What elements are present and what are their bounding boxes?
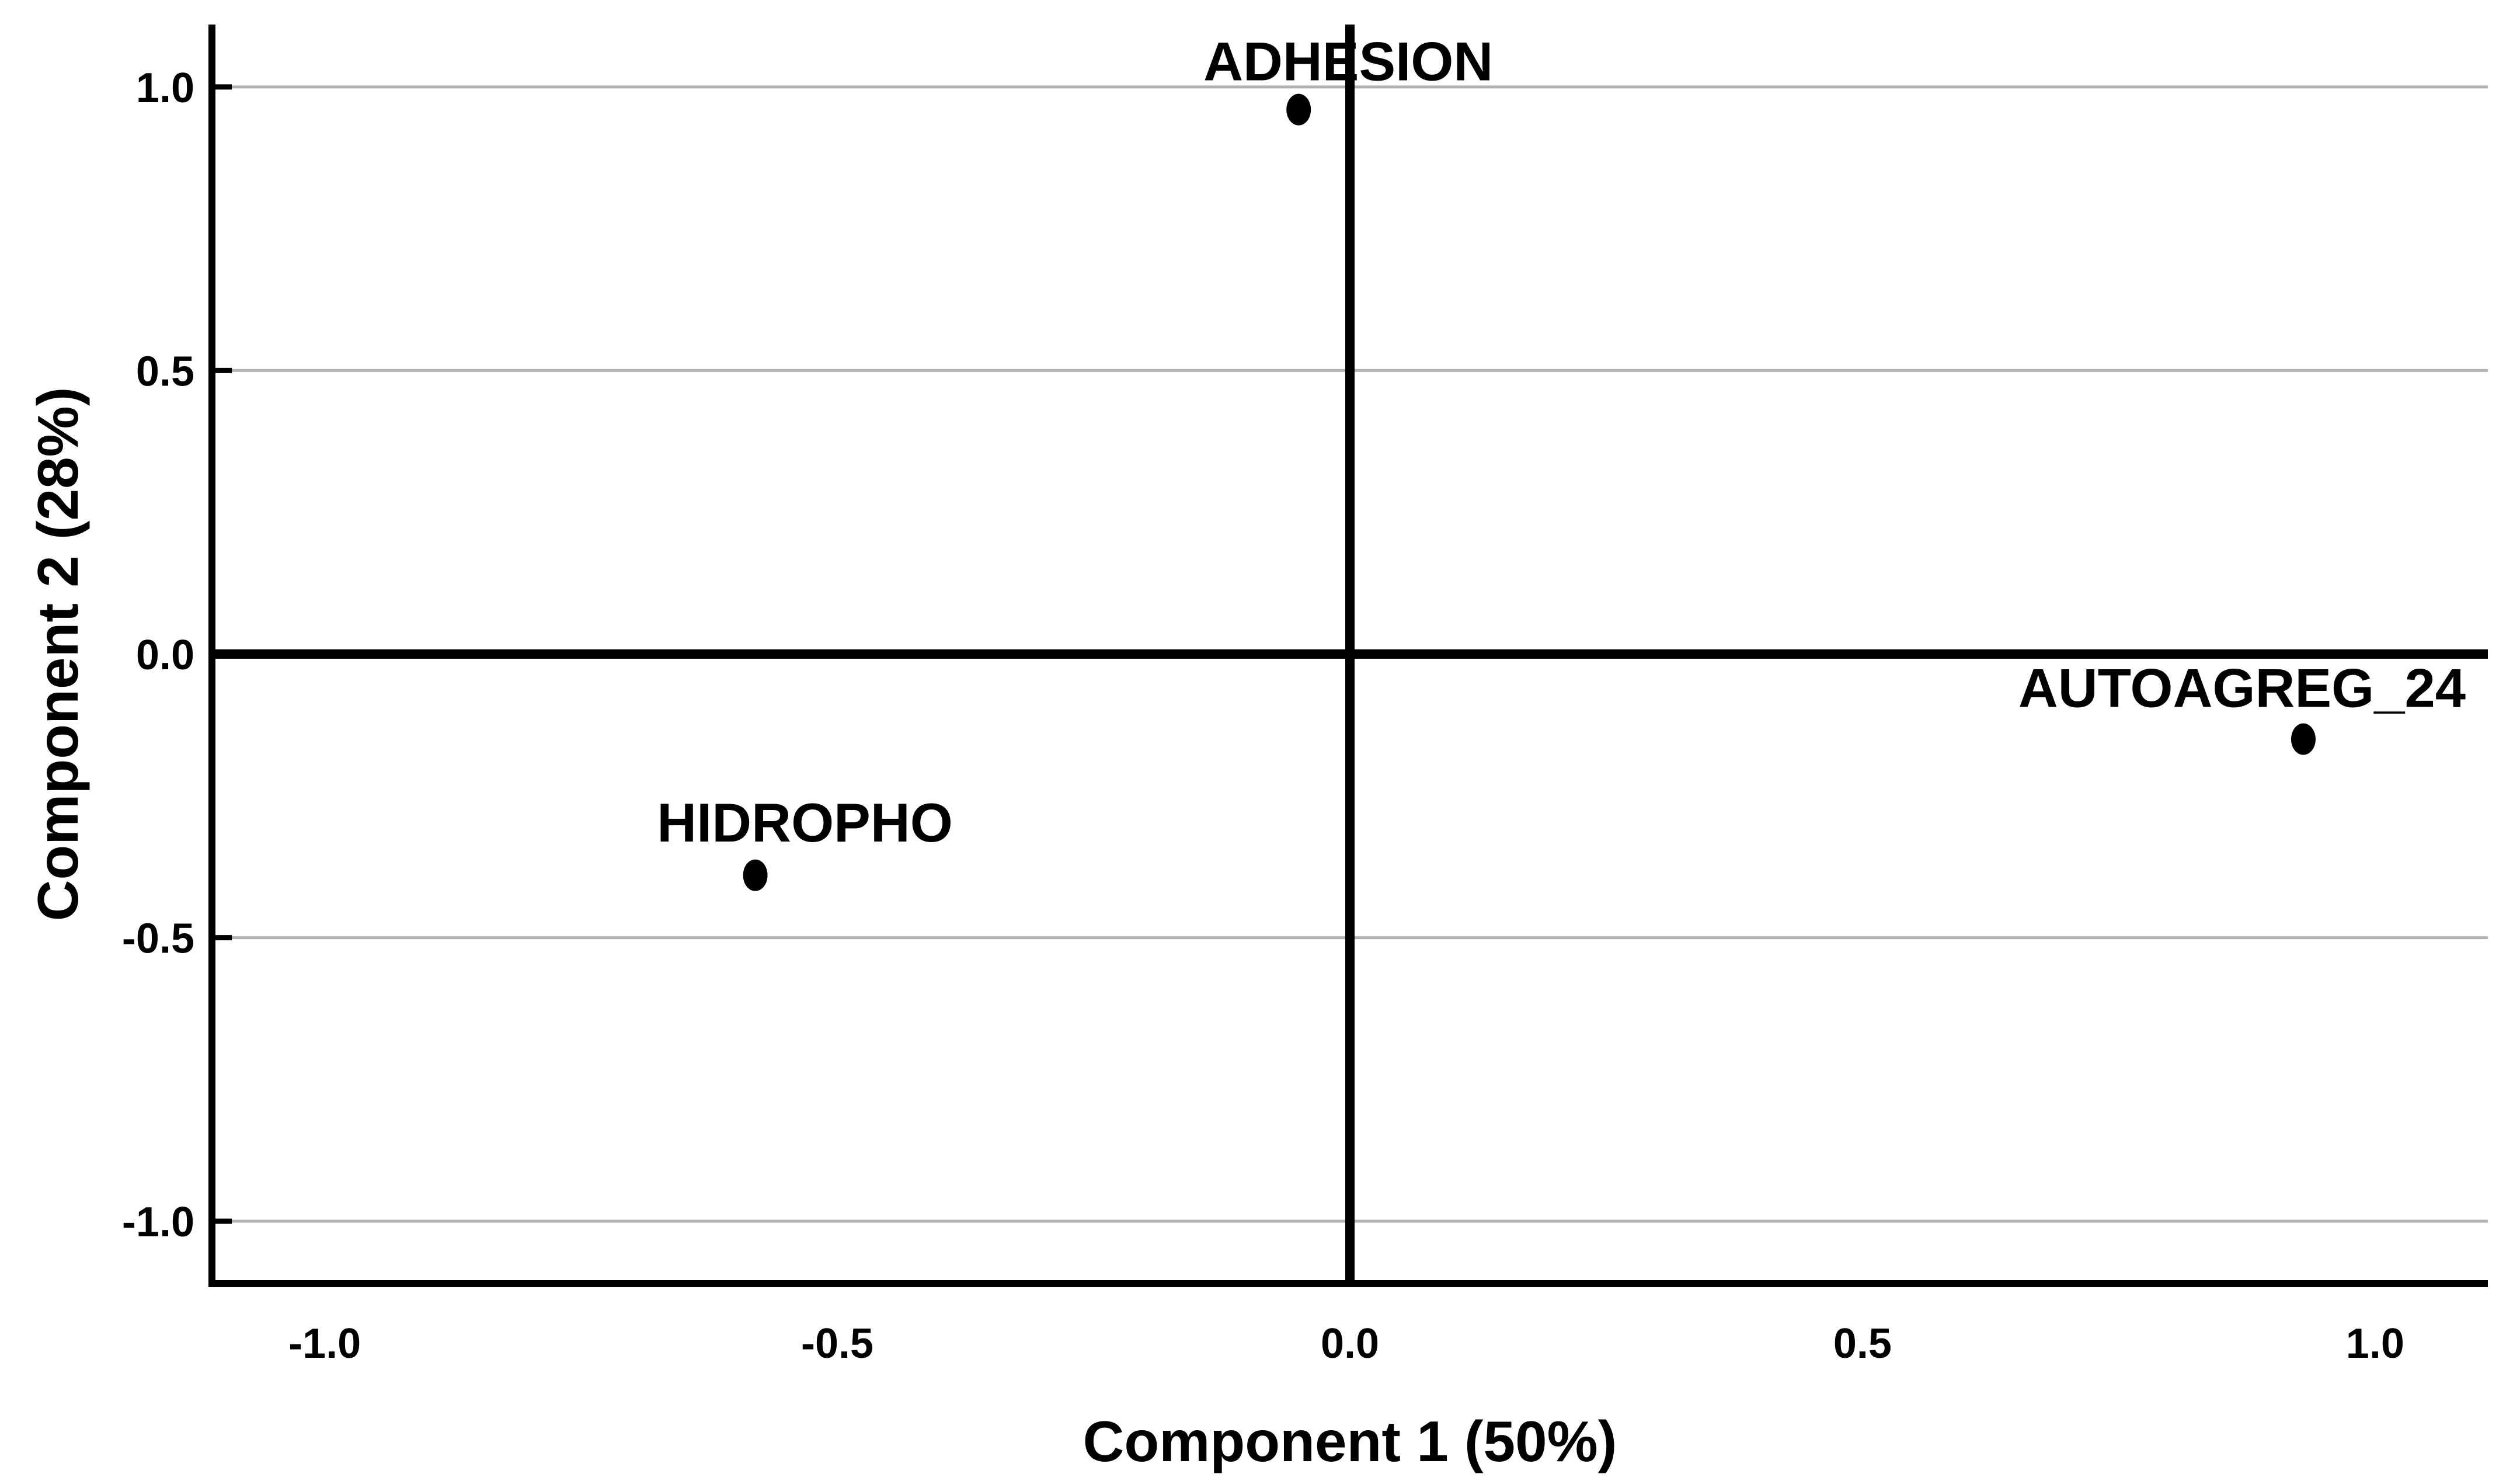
x-tick-label-1.0: 1.0: [2346, 1320, 2404, 1367]
x-tick-label--0.5: -0.5: [801, 1320, 873, 1367]
x-tick-label-0.0: 0.0: [1321, 1320, 1379, 1367]
point-marker-ADHESION: [1286, 93, 1311, 126]
y-tick-label--1.0: -1.0: [122, 1199, 194, 1246]
x-tick-label--1.0: -1.0: [288, 1320, 361, 1367]
y-axis-title: Component 2 (28%): [26, 387, 90, 922]
data-points-layer: ADHESION HIDROPHO AUTOAGREG_24: [657, 31, 2466, 891]
y-tick-label--0.5: -0.5: [122, 916, 194, 962]
point-marker-AUTOAGREG_24: [2291, 723, 2316, 755]
y-tick-label-0.5: 0.5: [136, 348, 194, 395]
point-marker-HIDROPHO: [743, 859, 768, 891]
axes-layer: [208, 25, 2488, 1287]
point-label-ADHESION: ADHESION: [1203, 31, 1493, 92]
x-axis-title: Component 1 (50%): [1083, 1409, 1617, 1473]
point-label-HIDROPHO: HIDROPHO: [657, 792, 953, 853]
x-tick-label-0.5: 0.5: [1833, 1320, 1892, 1367]
y-tick-label-1.0: 1.0: [136, 65, 194, 112]
tick-labels-layer: -1.0 -0.5 0.0 0.5 1.0 -1.0 -0.5 0.0 0.5 1.0: [122, 65, 2404, 1367]
reference-lines-layer: [212, 25, 2488, 1284]
y-tick-label-0.0: 0.0: [136, 632, 194, 679]
point-label-AUTOAGREG_24: AUTOAGREG_24: [2018, 658, 2466, 719]
